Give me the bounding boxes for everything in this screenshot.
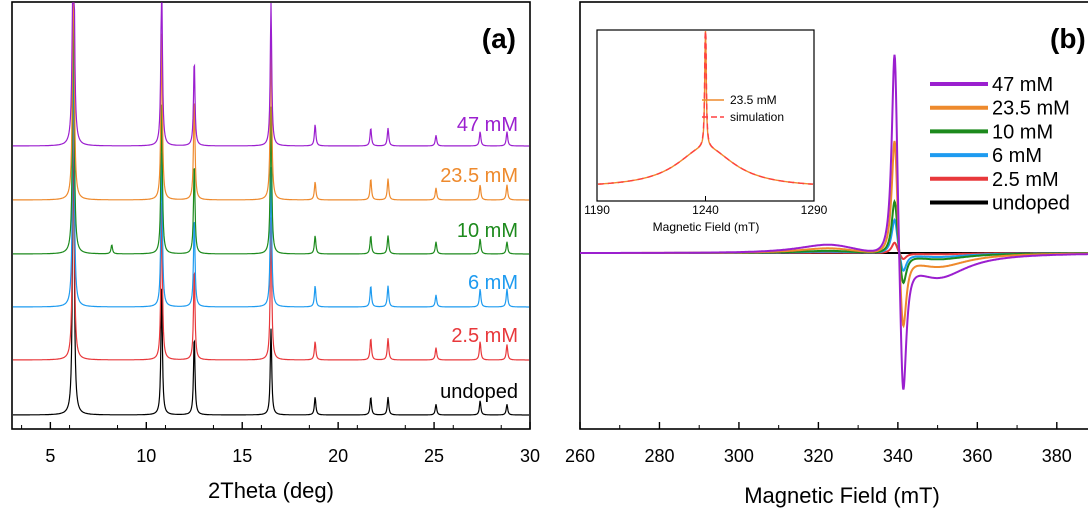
panel-a-x-axis-label: 2Theta (deg)	[208, 478, 334, 503]
series-label: 2.5 mM	[451, 325, 518, 347]
inset-traces	[597, 30, 814, 185]
panel-a-traces	[13, 2, 529, 416]
legend-label: 10 mM	[992, 121, 1053, 143]
panel-b-traces	[580, 54, 1088, 390]
panel-a-series-labels: undoped 2.5 mM 6 mM 10 mM 23.5 mM 47 mM	[440, 114, 518, 403]
inset-legend-label: 23.5 mM	[730, 93, 777, 107]
x-tick-label: 280	[644, 446, 674, 466]
x-tick-label: 10	[136, 446, 156, 466]
x-tick-label: 1240	[692, 203, 719, 217]
panel-a: undoped 2.5 mM 6 mM 10 mM 23.5 mM 47 mM 5 10 15…	[11, 1, 540, 503]
panel-b-x-axis-label: Magnetic Field (mT)	[744, 483, 940, 508]
inset-legend-label: simulation	[730, 110, 784, 124]
xrd-trace-6-mM	[13, 7, 529, 308]
panel-a-x-ticks: 5 10 15 20 25 30	[21, 422, 540, 466]
inset: 1190 1240 1290 Magnetic Field (mT) 23.5 mM…	[584, 29, 828, 234]
x-tick-label: 1190	[584, 203, 610, 217]
epr-trace-47-mM	[580, 54, 1088, 390]
series-label: 6 mM	[468, 272, 518, 294]
x-tick-label: 380	[1042, 446, 1072, 466]
series-label: 47 mM	[457, 114, 518, 136]
x-tick-label: 25	[424, 446, 444, 466]
xrd-trace-47-mM	[13, 2, 529, 147]
series-label: 10 mM	[457, 220, 518, 242]
legend-label: 2.5 mM	[992, 169, 1059, 191]
xrd-trace-10-mM	[13, 2, 529, 255]
panel-b-x-ticks: 260280300320340360380400	[565, 422, 1072, 466]
x-tick-label: 1290	[801, 203, 828, 217]
x-tick-label: 20	[328, 446, 348, 466]
legend-label: 47 mM	[992, 74, 1053, 96]
x-tick-label: 15	[232, 446, 252, 466]
panel-a-label: (a)	[482, 23, 516, 54]
x-tick-label: 260	[565, 446, 595, 466]
panel-b: 260280300320340360380400 (b) Magnetic Fi…	[565, 1, 1088, 508]
panel-a-frame	[11, 1, 531, 430]
legend-label: 23.5 mM	[992, 98, 1070, 120]
xrd-trace-undoped	[13, 60, 529, 416]
x-tick-label: 5	[45, 446, 55, 466]
inset-x-axis-label: Magnetic Field (mT)	[653, 220, 760, 234]
x-tick-label: 360	[962, 446, 992, 466]
x-tick-label: 30	[520, 446, 540, 466]
series-label: undoped	[440, 381, 518, 403]
x-tick-label: 320	[803, 446, 833, 466]
inset-legend: 23.5 mM simulation	[702, 93, 784, 124]
x-tick-label: 340	[883, 446, 913, 466]
legend-label: undoped	[992, 193, 1070, 215]
panel-b-label: (b)	[1050, 23, 1086, 54]
xrd-trace-2-5-mM	[13, 54, 529, 361]
legend-label: 6 mM	[992, 145, 1042, 167]
x-tick-label: 300	[724, 446, 754, 466]
inset-x-ticks: 1190 1240 1290	[584, 196, 828, 217]
series-label: 23.5 mM	[440, 165, 518, 187]
panel-b-frame	[579, 1, 1088, 430]
inset-trace-23-5-mM	[597, 30, 814, 185]
